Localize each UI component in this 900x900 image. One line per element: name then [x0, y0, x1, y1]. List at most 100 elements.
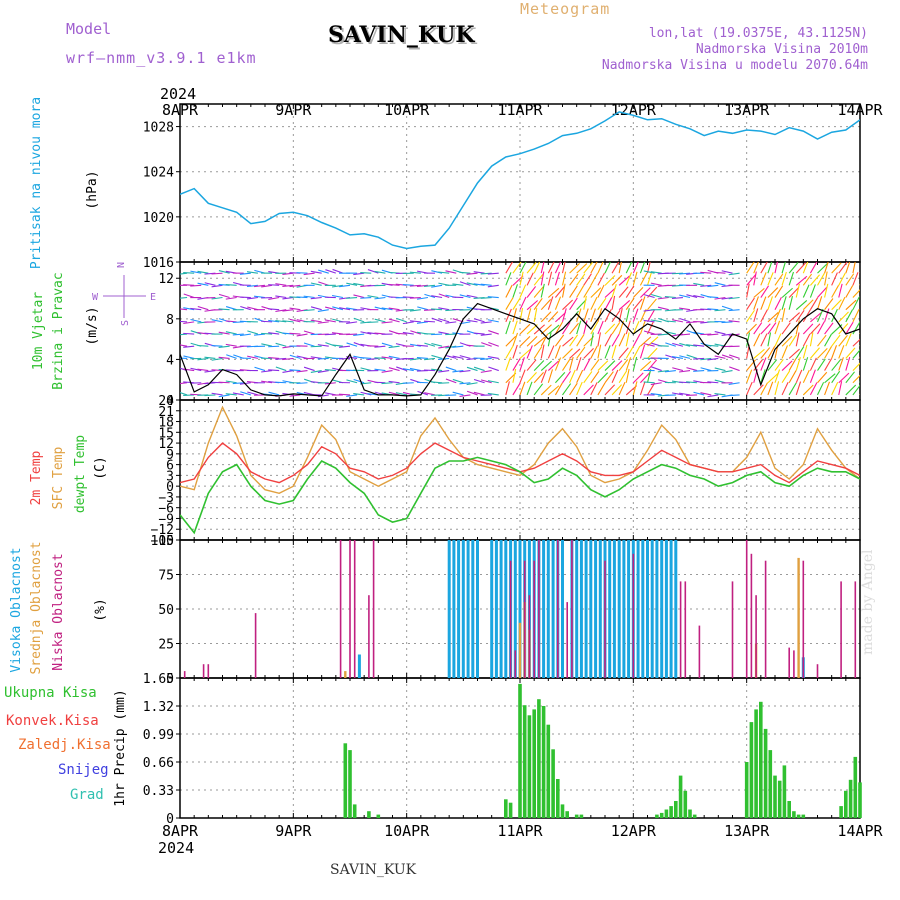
wind-arrow	[324, 319, 336, 323]
wind-arrow	[569, 356, 574, 371]
wind-arrow	[360, 296, 372, 299]
cloud-bar	[344, 671, 347, 678]
cloud-bar	[617, 540, 621, 678]
wind-arrow	[488, 330, 499, 335]
wind-arrow	[625, 320, 631, 335]
wind-arrow	[604, 345, 611, 359]
wind-arrow	[512, 262, 522, 274]
wind-arrow	[760, 369, 766, 383]
wind-arrow	[816, 308, 824, 323]
wind-arrow	[590, 321, 599, 335]
wind-arrow	[555, 311, 567, 323]
wind-arrow	[353, 378, 365, 384]
wind-arrow	[289, 307, 301, 311]
wind-arrow	[353, 282, 365, 286]
wind-arrow	[831, 382, 839, 396]
wind-arrow	[802, 323, 814, 335]
wind-arrow	[817, 358, 826, 371]
wind-arrow	[700, 308, 712, 311]
wind-arrow	[590, 287, 602, 298]
pressure-ytick-label: 1020	[143, 211, 174, 226]
wind-arrow	[317, 370, 329, 373]
wind-arrow	[332, 268, 344, 274]
wind-arrow	[480, 333, 492, 336]
wind-arrow	[746, 323, 757, 335]
wind-arrow	[289, 394, 301, 397]
wind-arrow	[795, 320, 800, 335]
wind-arrow	[540, 344, 545, 359]
wind-arrow	[845, 285, 854, 298]
precip-bar	[537, 699, 541, 818]
wind-arrow	[618, 275, 630, 286]
wind-arrow	[487, 319, 499, 323]
wind-arrow	[533, 372, 544, 384]
wind-arrow	[505, 381, 510, 396]
wind-arrow	[268, 345, 280, 348]
precip-bar	[504, 799, 508, 818]
wind-arrow	[802, 384, 814, 396]
cloud-bar	[476, 540, 479, 678]
wind-arrow	[381, 321, 393, 324]
cloud-bar	[471, 540, 475, 678]
wind-arrow	[852, 362, 860, 371]
wind-arrow	[707, 394, 719, 398]
wind-arrow	[714, 355, 726, 359]
wind-arrow	[296, 355, 308, 359]
wind-arrow	[714, 271, 726, 274]
wind-arrow	[643, 270, 655, 274]
cloud-low-label: Niska Oblacnost	[51, 553, 66, 670]
wind-arrow	[721, 305, 733, 311]
wind-arrow	[388, 345, 400, 349]
wind-arrow	[540, 324, 552, 335]
temperature-ytick-label: 0	[166, 480, 174, 495]
wind-arrow	[254, 284, 266, 288]
precip-unit: 1hr Precip (mm)	[113, 689, 128, 806]
wind-arrow	[838, 311, 849, 323]
wind-arrow	[562, 383, 572, 396]
precip-panel: 0 0.33 0.66 0.99 1.32 1.65	[143, 672, 861, 827]
temp-2m-label: 2m Temp	[29, 450, 44, 505]
wind-arrow	[381, 370, 393, 373]
wind-arrow	[693, 331, 705, 335]
wind-arrow	[760, 285, 769, 298]
wind-arrow	[254, 333, 266, 336]
time-label-top: 9APR	[275, 101, 312, 119]
wind-arrow	[353, 392, 365, 396]
cloud-mid-label: Srednja Oblacnost	[29, 541, 44, 674]
wind-arrow	[232, 333, 244, 336]
model-label: Model	[66, 20, 112, 38]
wind-arrow	[817, 371, 828, 384]
wind-arrow	[180, 370, 181, 371]
wind-arrow	[254, 366, 266, 372]
wind-arrow	[481, 342, 492, 347]
pressure-ytick-label: 1028	[143, 121, 174, 136]
temperature-ytick-label: 9	[166, 448, 174, 463]
wind-arrow	[664, 295, 676, 299]
cloud-bar	[664, 540, 668, 678]
wind-arrow	[452, 391, 464, 396]
wind-arrow	[438, 331, 450, 335]
wind-arrow	[569, 382, 578, 396]
wind-arrow	[611, 384, 623, 396]
cloud-bar	[466, 540, 470, 678]
wind-arrow	[597, 262, 604, 274]
wind-arrow	[781, 345, 788, 359]
year-label-bottom: 2024	[158, 839, 194, 857]
wind-arrow	[367, 269, 379, 274]
wind-arrow	[650, 271, 662, 274]
wind-arrow	[445, 366, 457, 372]
wind-arrow	[781, 271, 787, 286]
wind-arrow	[225, 320, 237, 323]
precip-bar	[579, 814, 584, 818]
time-label-top: 11APR	[497, 101, 543, 119]
wind-arrow	[845, 333, 852, 347]
wind-arrow	[452, 345, 464, 348]
wind-arrow	[625, 357, 632, 371]
wind-arrow	[424, 284, 436, 287]
elevation-label: Nadmorska Visina 2010m	[695, 42, 868, 57]
wind-arrow	[576, 334, 585, 347]
wind-arrow	[547, 324, 560, 335]
wind-arrow	[838, 296, 846, 310]
wind-arrow	[643, 319, 655, 323]
wind-arrow	[204, 282, 216, 286]
